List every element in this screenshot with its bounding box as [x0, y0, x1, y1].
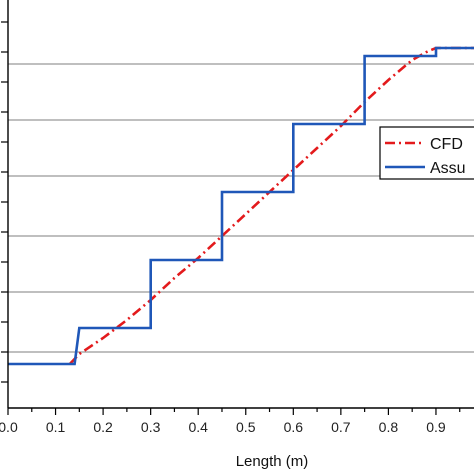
x-tick-label: 0.0 [0, 419, 18, 435]
x-tick-labels: 0.0 0.1 0.2 0.3 0.4 0.5 0.6 0.7 0.8 0.9 [0, 419, 446, 435]
legend: CFD Assu [379, 126, 474, 180]
x-axis-title: Length (m) [236, 453, 309, 470]
x-tick-label: 0.6 [284, 419, 304, 435]
series-line-assu [8, 46, 474, 366]
x-tick-label: 0.7 [331, 419, 351, 435]
x-tick-label: 0.2 [93, 419, 113, 435]
series-lines [8, 46, 474, 366]
x-tick-label: 0.5 [236, 419, 256, 435]
x-tick-label: 0.4 [188, 419, 208, 435]
axes [7, 0, 474, 409]
legend-box [379, 126, 474, 180]
y-axis-ticks [1, 21, 8, 383]
series-line-cfd [68, 46, 474, 365]
x-axis-ticks [7, 408, 461, 415]
x-tick-label: 0.9 [426, 419, 446, 435]
x-tick-label: 0.3 [141, 419, 161, 435]
gridlines [8, 63, 474, 353]
legend-label-assu: Assu [430, 160, 466, 177]
x-tick-label: 0.8 [379, 419, 399, 435]
x-tick-label: 0.1 [46, 419, 66, 435]
legend-label-cfd: CFD [430, 136, 463, 153]
